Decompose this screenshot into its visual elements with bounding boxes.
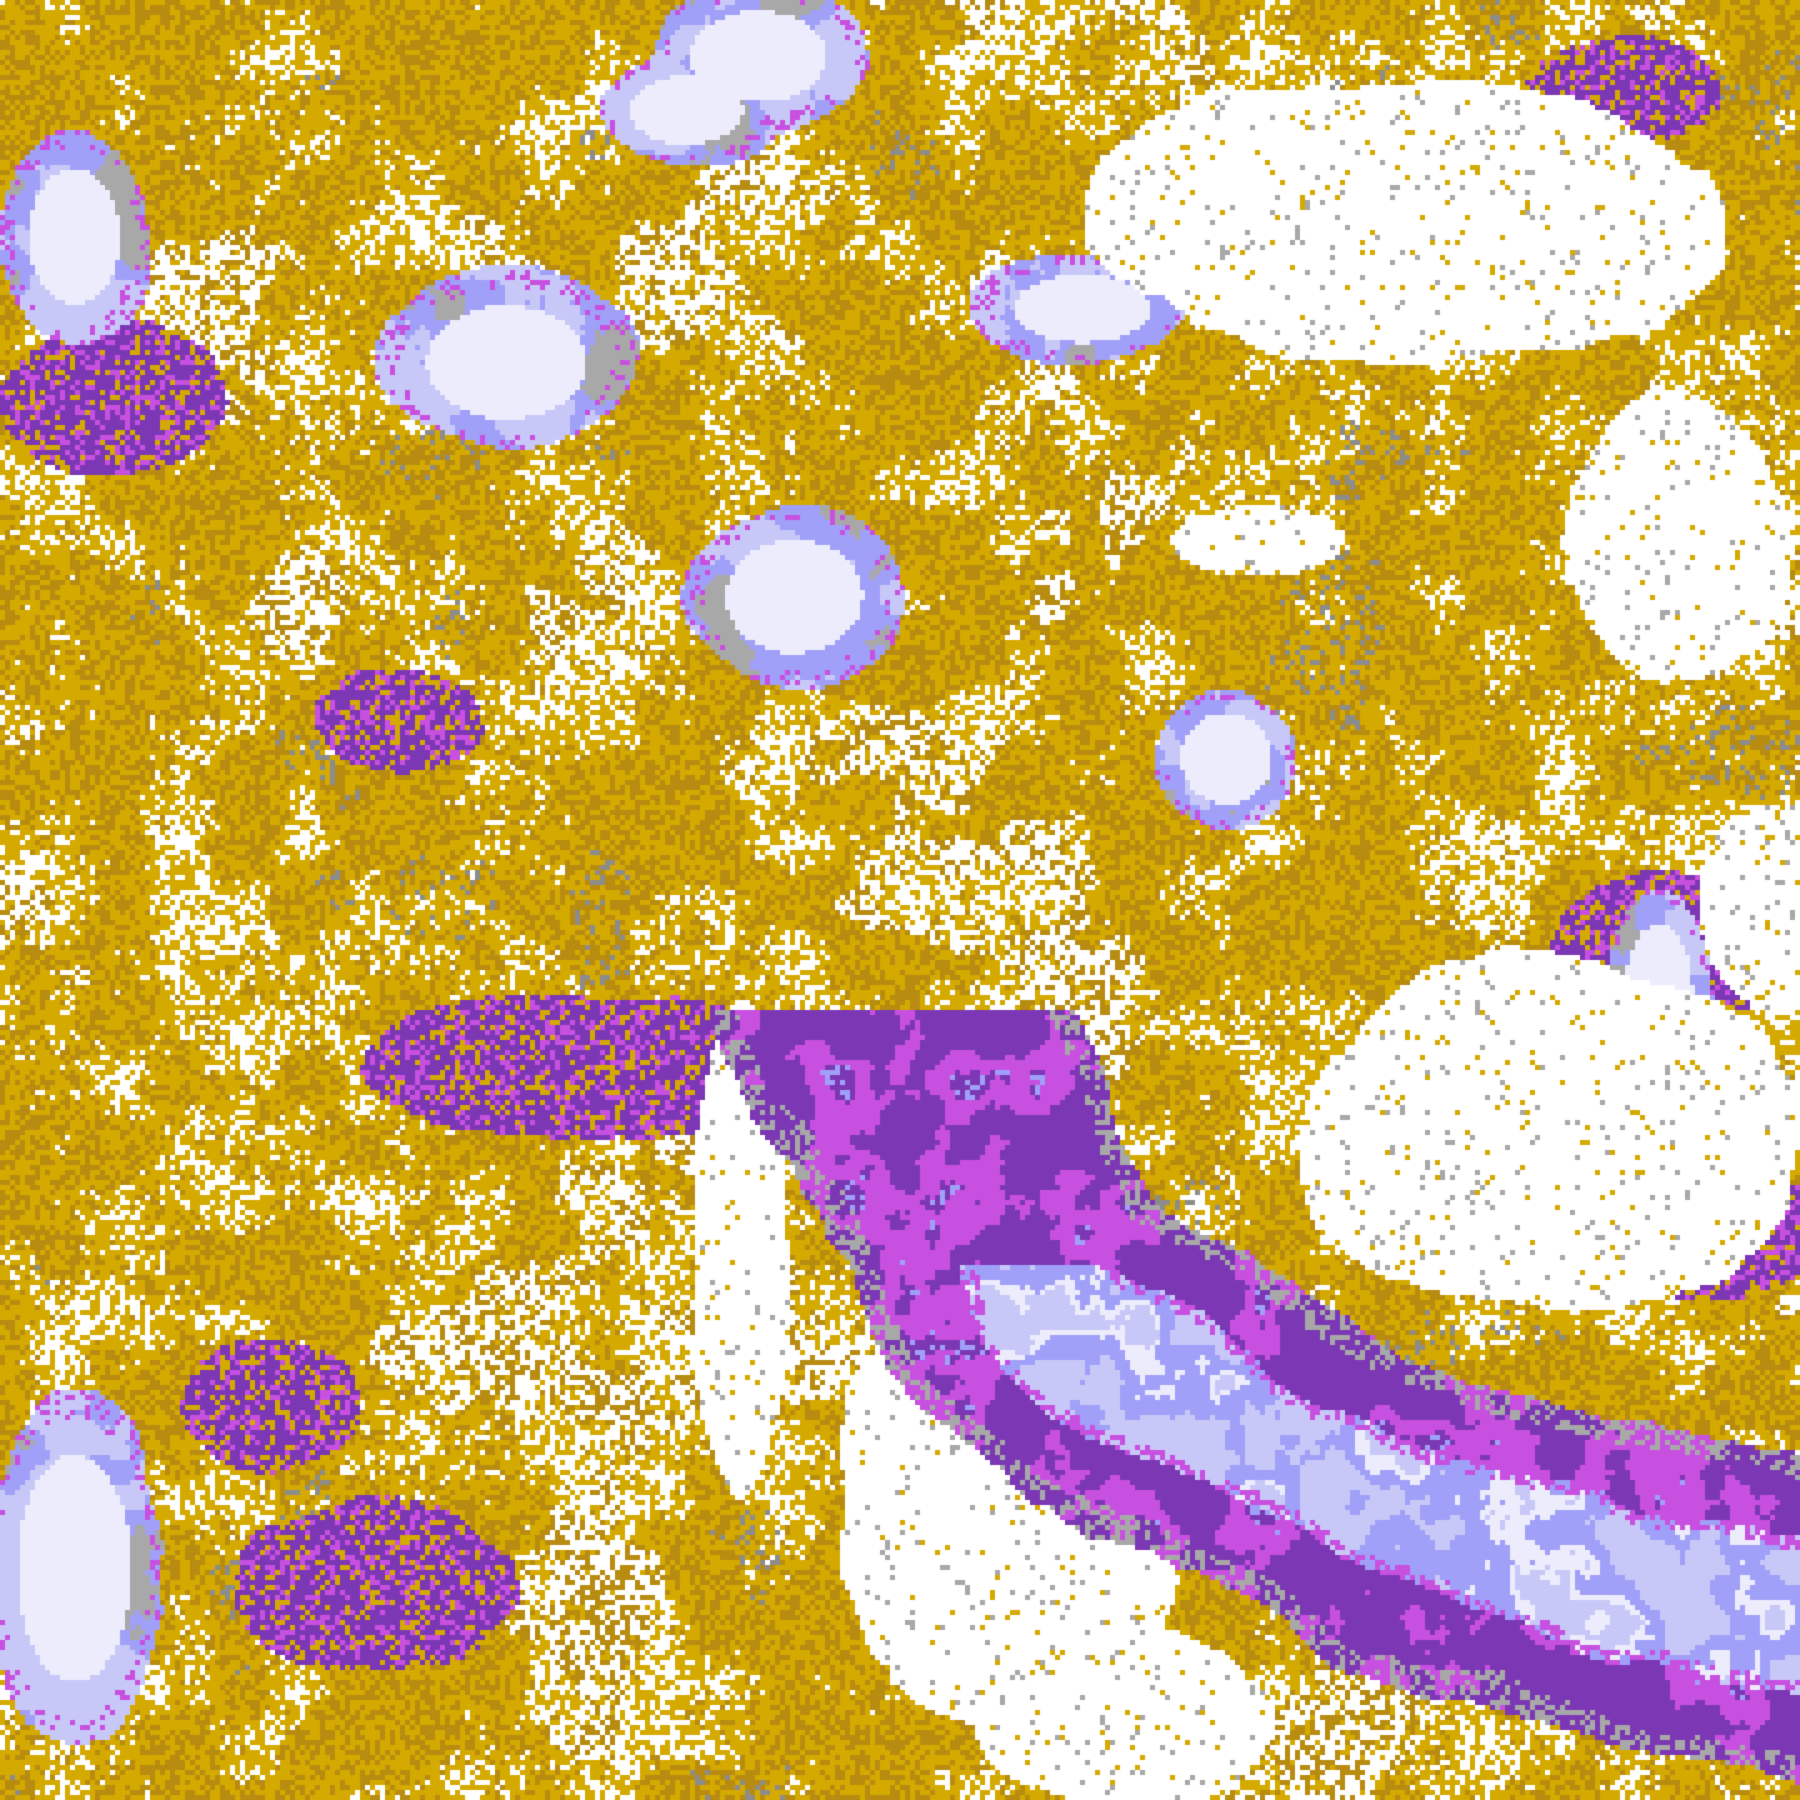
- satellite-image: [0, 0, 1800, 1800]
- cloud-classification-canvas: [0, 0, 1800, 1800]
